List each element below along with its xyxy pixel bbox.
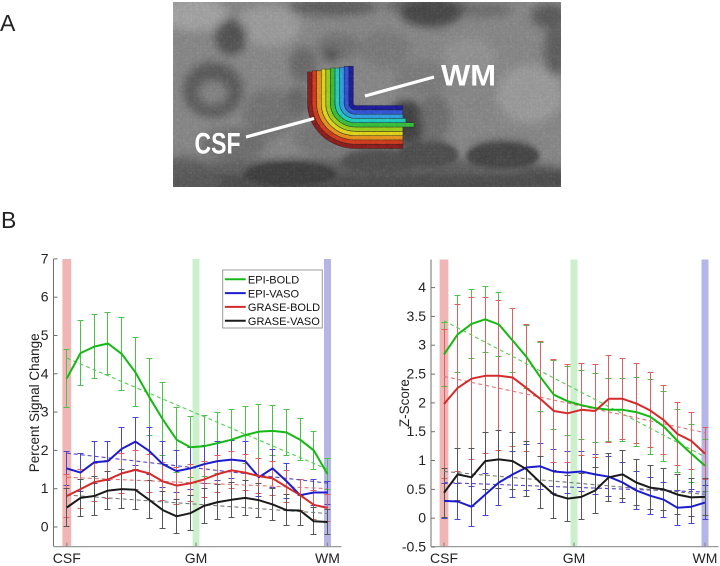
- svg-text:5: 5: [41, 327, 49, 343]
- svg-text:7: 7: [41, 250, 49, 266]
- svg-text:EPI-BOLD: EPI-BOLD: [248, 275, 299, 287]
- svg-text:WM: WM: [441, 60, 496, 93]
- svg-text:EPI-VASO: EPI-VASO: [248, 288, 300, 300]
- svg-text:4: 4: [418, 279, 426, 295]
- svg-text:1.5: 1.5: [407, 423, 427, 439]
- svg-text:WM: WM: [315, 550, 340, 566]
- svg-text:CSF: CSF: [53, 550, 81, 566]
- svg-text:6: 6: [41, 289, 49, 305]
- svg-text:-0.5: -0.5: [402, 539, 426, 555]
- svg-text:WM: WM: [693, 550, 718, 566]
- svg-text:Percent Signal Change: Percent Signal Change: [27, 333, 42, 472]
- svg-text:0: 0: [418, 510, 426, 526]
- svg-text:CSF: CSF: [195, 128, 241, 161]
- svg-text:CSF: CSF: [430, 550, 458, 566]
- svg-text:4: 4: [41, 365, 49, 381]
- svg-text:3: 3: [41, 404, 49, 420]
- svg-text:0.5: 0.5: [407, 481, 427, 497]
- svg-text:B: B: [1, 207, 16, 233]
- svg-text:A: A: [0, 10, 16, 36]
- svg-text:0: 0: [41, 519, 49, 535]
- svg-text:2: 2: [41, 442, 49, 458]
- svg-text:1: 1: [41, 480, 49, 496]
- svg-text:3.5: 3.5: [407, 308, 427, 324]
- svg-text:GM: GM: [563, 550, 586, 566]
- svg-text:Z-Score: Z-Score: [397, 379, 412, 427]
- svg-text:GRASE-VASO: GRASE-VASO: [248, 316, 320, 328]
- svg-text:1: 1: [418, 452, 426, 468]
- svg-text:3: 3: [418, 337, 426, 353]
- svg-text:GRASE-BOLD: GRASE-BOLD: [248, 302, 320, 314]
- svg-text:2: 2: [418, 394, 426, 410]
- svg-text:2.5: 2.5: [407, 366, 427, 382]
- svg-text:GM: GM: [185, 550, 208, 566]
